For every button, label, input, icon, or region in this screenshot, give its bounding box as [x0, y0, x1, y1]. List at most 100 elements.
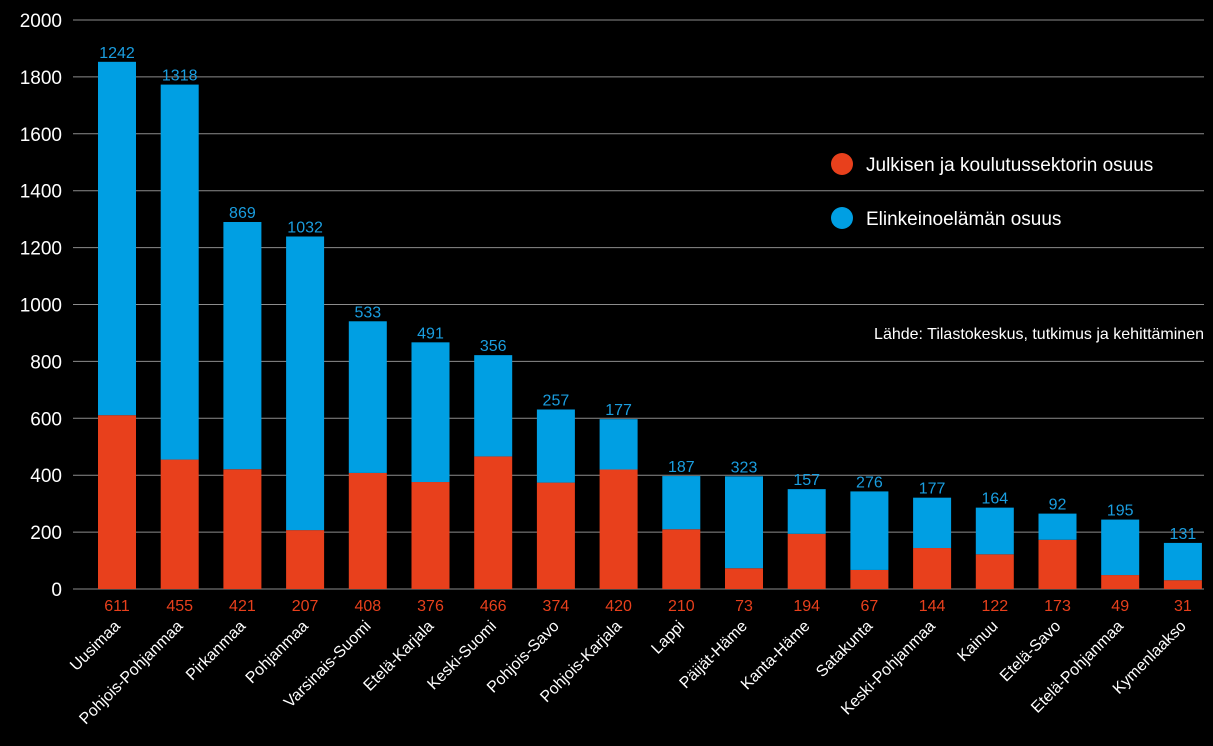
bar-business-8 [599, 419, 638, 470]
y-tick-label: 600 [30, 409, 62, 430]
x-tick-label-1: Pohjois-Pohjanmaa [76, 618, 186, 728]
y-tick-label: 200 [30, 523, 62, 544]
bar-business-1 [160, 84, 199, 460]
y-tick-label: 2000 [20, 11, 62, 32]
y-tick-label: 0 [51, 580, 62, 601]
label-business-10: 323 [731, 459, 758, 476]
label-business-3: 1032 [287, 220, 323, 237]
label-public-6: 466 [480, 598, 507, 615]
label-public-3: 207 [292, 598, 319, 615]
legend-swatch-business [831, 207, 853, 229]
bar-public-15 [1038, 539, 1077, 589]
value-labels: 1242 611 1318 455 869 421 1032 207 533 408 491 376 3… [99, 45, 1196, 615]
bar-public-6 [474, 456, 513, 589]
x-tick-label-14: Kainuu [954, 618, 1001, 665]
y-tick-label: 1800 [20, 68, 62, 89]
label-business-1: 1318 [162, 68, 198, 85]
label-public-2: 421 [229, 598, 256, 615]
y-tick-label: 1600 [20, 125, 62, 146]
label-public-10: 73 [735, 598, 753, 615]
bar-business-4 [348, 321, 387, 473]
bar-business-15 [1038, 513, 1077, 540]
bar-public-8 [599, 469, 638, 589]
bar-business-3 [286, 236, 325, 531]
bar-public-1 [160, 459, 199, 589]
label-public-8: 420 [605, 598, 632, 615]
label-business-15: 92 [1049, 497, 1067, 514]
bar-public-0 [98, 415, 136, 589]
bar-business-6 [474, 355, 513, 457]
bar-business-2 [223, 221, 262, 470]
bar-public-12 [850, 569, 889, 589]
bar-business-7 [536, 409, 575, 483]
bar-public-9 [662, 529, 701, 589]
label-public-12: 67 [861, 598, 879, 615]
label-public-1: 455 [166, 598, 193, 615]
label-public-14: 122 [981, 598, 1008, 615]
x-tick-label-12: Satakunta [813, 618, 876, 681]
bar-business-14 [975, 507, 1014, 555]
y-tick-label: 1400 [20, 182, 62, 203]
x-tick-label-0: Uusimaa [67, 618, 124, 675]
label-business-6: 356 [480, 338, 507, 355]
bar-public-5 [411, 482, 450, 589]
y-tick-label: 1000 [20, 296, 62, 317]
label-business-5: 491 [417, 325, 444, 342]
label-public-4: 408 [354, 598, 381, 615]
bar-public-3 [286, 530, 325, 589]
label-business-8: 177 [605, 402, 632, 419]
label-business-16: 195 [1107, 503, 1134, 520]
bar-public-13 [913, 548, 952, 589]
label-public-0: 611 [104, 598, 130, 615]
x-axis: UusimaaPohjois-PohjanmaaPirkanmaaPohjanm… [67, 618, 1190, 728]
x-tick-label-2: Pirkanmaa [183, 618, 249, 684]
bar-public-17 [1163, 580, 1202, 589]
label-public-17: 31 [1174, 598, 1192, 615]
bar-public-7 [536, 482, 575, 589]
bars [98, 61, 1202, 589]
label-public-7: 374 [543, 598, 570, 615]
label-business-17: 131 [1170, 526, 1197, 543]
y-tick-label: 400 [30, 466, 62, 487]
x-tick-label-3: Pohjanmaa [243, 618, 312, 687]
legend-swatch-public [831, 153, 853, 175]
bar-business-17 [1163, 542, 1202, 581]
y-tick-label: 1200 [20, 239, 62, 260]
bar-business-5 [411, 342, 450, 483]
y-axis: 0 200 400 600 800 1000 1200 1400 1600 1800 2000 [20, 11, 62, 601]
bar-business-10 [725, 476, 763, 569]
bar-public-10 [725, 568, 763, 589]
label-public-15: 173 [1044, 598, 1071, 615]
y-tick-label: 800 [30, 352, 62, 373]
label-business-14: 164 [981, 491, 1008, 508]
source-note: Lähde: Tilastokeskus, tutkimus ja kehitt… [874, 326, 1204, 343]
bar-business-0 [98, 61, 136, 416]
x-tick-label-15: Etelä-Savo [997, 618, 1064, 685]
x-tick-label-9: Lappi [648, 618, 688, 658]
label-public-13: 144 [919, 598, 946, 615]
label-business-7: 257 [543, 392, 570, 409]
bar-business-11 [787, 489, 826, 534]
bar-business-16 [1101, 519, 1140, 576]
label-public-16: 49 [1111, 598, 1129, 615]
bar-public-4 [348, 472, 387, 589]
legend-label-business: Elinkeinoelämän osuus [866, 209, 1061, 230]
legend: Julkisen ja koulutussektorin osuus Elink… [831, 153, 1153, 230]
bar-public-2 [223, 469, 262, 589]
label-public-9: 210 [668, 598, 695, 615]
label-business-13: 177 [919, 481, 946, 498]
bar-public-11 [787, 533, 826, 589]
grid-lines [73, 19, 1204, 590]
bar-public-14 [975, 554, 1014, 589]
label-business-4: 533 [354, 304, 381, 321]
label-business-12: 276 [856, 474, 883, 491]
bar-public-16 [1101, 575, 1140, 589]
bar-business-13 [913, 497, 952, 549]
label-public-11: 194 [793, 598, 820, 615]
legend-label-public: Julkisen ja koulutussektorin osuus [866, 155, 1153, 176]
bar-business-12 [850, 491, 889, 570]
label-business-2: 869 [229, 205, 256, 222]
label-business-0: 1242 [99, 45, 135, 62]
label-business-9: 187 [668, 459, 695, 476]
